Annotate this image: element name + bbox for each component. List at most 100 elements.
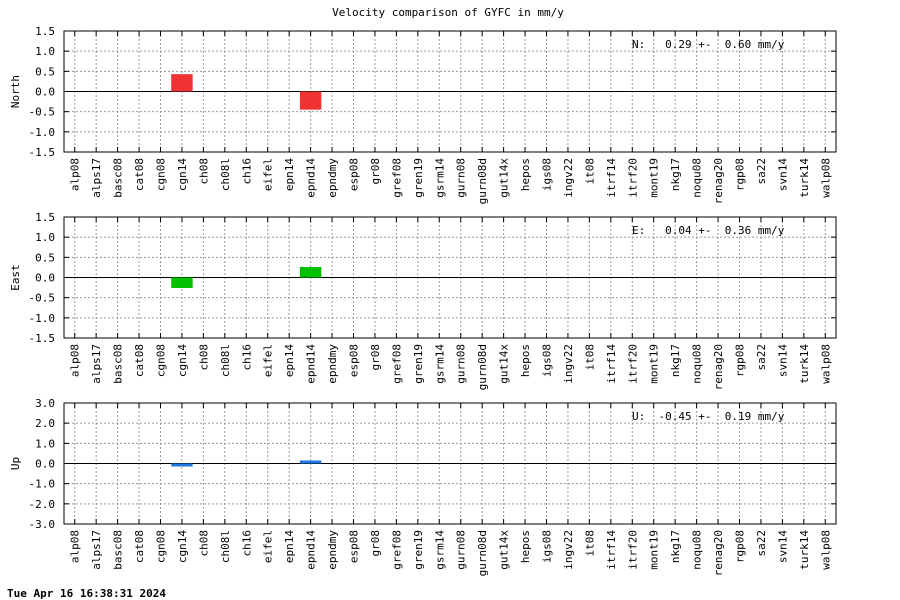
x-tick-label: it08 [583, 530, 596, 557]
x-tick-label: igs08 [541, 158, 554, 191]
x-tick-label: rgp08 [734, 344, 747, 377]
y-tick-label: 3.0 [35, 397, 55, 410]
x-tick-label: ch08l [219, 158, 232, 191]
x-tick-label: cat08 [133, 158, 146, 191]
bar [171, 463, 193, 467]
y-tick-label: 0.0 [35, 86, 55, 99]
x-tick-label: alp08 [69, 530, 82, 563]
x-tick-label: cgn08 [155, 530, 168, 563]
x-tick-label: esp08 [348, 158, 361, 191]
x-tick-label: epndmy [326, 530, 339, 570]
x-tick-label: ingv22 [562, 344, 575, 384]
x-tick-label: rgp08 [734, 158, 747, 191]
x-tick-label: basc08 [112, 158, 125, 198]
y-tick-label: 2.0 [35, 417, 55, 430]
x-tick-label: walp08 [819, 158, 832, 198]
x-tick-label: gren19 [412, 344, 425, 384]
x-tick-label: itrf14 [605, 158, 618, 198]
y-tick-label: -2.0 [29, 498, 56, 511]
x-tick-label: itrf20 [626, 158, 639, 198]
x-tick-label: itrf14 [605, 344, 618, 384]
x-tick-label: walp08 [819, 530, 832, 570]
x-tick-label: gref08 [390, 344, 403, 384]
x-tick-label: nkg17 [669, 530, 682, 563]
x-tick-label: hepos [519, 344, 532, 377]
x-tick-label: cat08 [133, 530, 146, 563]
plot-frame [63, 216, 837, 339]
x-tick-label: ch08 [197, 530, 210, 557]
annotation: E: 0.04 +- 0.36 mm/y [632, 224, 785, 237]
x-tick-label: ch08l [219, 344, 232, 377]
x-tick-label: it08 [583, 344, 596, 371]
y-tick-label: -1.0 [29, 478, 56, 491]
x-tick-label: gren19 [412, 530, 425, 570]
x-tick-label: epnd14 [305, 530, 318, 570]
x-tick-label: itrf20 [626, 530, 639, 570]
x-tick-label: ingv22 [562, 158, 575, 198]
x-tick-label: eifel [262, 344, 275, 377]
x-tick-label: cgn08 [155, 158, 168, 191]
x-tick-label: alps17 [90, 344, 103, 384]
x-tick-label: cgn08 [155, 344, 168, 377]
x-tick-label: hepos [519, 530, 532, 563]
y-tick-label: -1.5 [29, 332, 56, 345]
x-tick-label: ch08 [197, 344, 210, 371]
x-tick-label: epndmy [326, 344, 339, 384]
x-tick-label: it08 [583, 158, 596, 185]
x-tick-label: alp08 [69, 344, 82, 377]
y-tick-label: 0.5 [35, 65, 55, 78]
x-tick-label: turk14 [798, 158, 811, 198]
x-tick-label: gren19 [412, 158, 425, 198]
x-tick-label: noqu08 [691, 158, 704, 198]
bar [299, 91, 322, 110]
x-tick-label: gr08 [369, 344, 382, 371]
x-tick-label: mont19 [648, 158, 661, 198]
y-tick-label: -0.5 [29, 292, 56, 305]
x-tick-label: gut14x [498, 344, 511, 384]
x-tick-label: basc08 [112, 344, 125, 384]
y-tick-label: 1.0 [35, 437, 55, 450]
x-tick-label: esp08 [348, 530, 361, 563]
x-tick-label: ch08l [219, 530, 232, 563]
y-tick-label: -1.5 [29, 146, 56, 159]
x-tick-label: gut14x [498, 530, 511, 570]
x-tick-label: epnd14 [305, 344, 318, 384]
x-tick-label: ch16 [240, 530, 253, 557]
bar [171, 74, 193, 92]
x-tick-label: epn14 [283, 344, 296, 377]
x-tick-label: alps17 [90, 530, 103, 570]
x-tick-label: svn14 [776, 530, 789, 563]
x-tick-label: mont19 [648, 530, 661, 570]
y-tick-label: 1.0 [35, 45, 55, 58]
x-tick-label: cgn14 [176, 344, 189, 377]
plot-frame [63, 402, 837, 525]
y-tick-label: 1.5 [35, 211, 55, 224]
x-tick-label: noqu08 [691, 344, 704, 384]
x-tick-label: epnd14 [305, 158, 318, 198]
bar [171, 277, 193, 288]
x-tick-label: ch16 [240, 344, 253, 371]
x-tick-label: gr08 [369, 158, 382, 185]
x-tick-label: gurn08d [476, 344, 489, 390]
x-tick-label: noqu08 [691, 530, 704, 570]
x-tick-label: renag20 [712, 158, 725, 204]
x-tick-label: gref08 [390, 530, 403, 570]
x-tick-label: sa22 [755, 530, 768, 557]
x-tick-label: gr08 [369, 530, 382, 557]
x-tick-label: walp08 [819, 344, 832, 384]
x-tick-label: epn14 [283, 158, 296, 191]
x-tick-label: eifel [262, 158, 275, 191]
y-axis-label: Up [9, 457, 22, 470]
x-tick-label: mont19 [648, 344, 661, 384]
x-tick-label: gsrm14 [433, 530, 446, 570]
y-tick-label: 0.0 [35, 272, 55, 285]
x-tick-label: gurn08d [476, 530, 489, 576]
x-tick-label: ingv22 [562, 530, 575, 570]
y-tick-label: 1.5 [35, 25, 55, 38]
x-tick-label: cgn14 [176, 530, 189, 563]
x-tick-label: epndmy [326, 158, 339, 198]
x-tick-label: gurn08 [455, 158, 468, 198]
plot-frame [63, 30, 837, 153]
x-tick-label: igs08 [541, 530, 554, 563]
